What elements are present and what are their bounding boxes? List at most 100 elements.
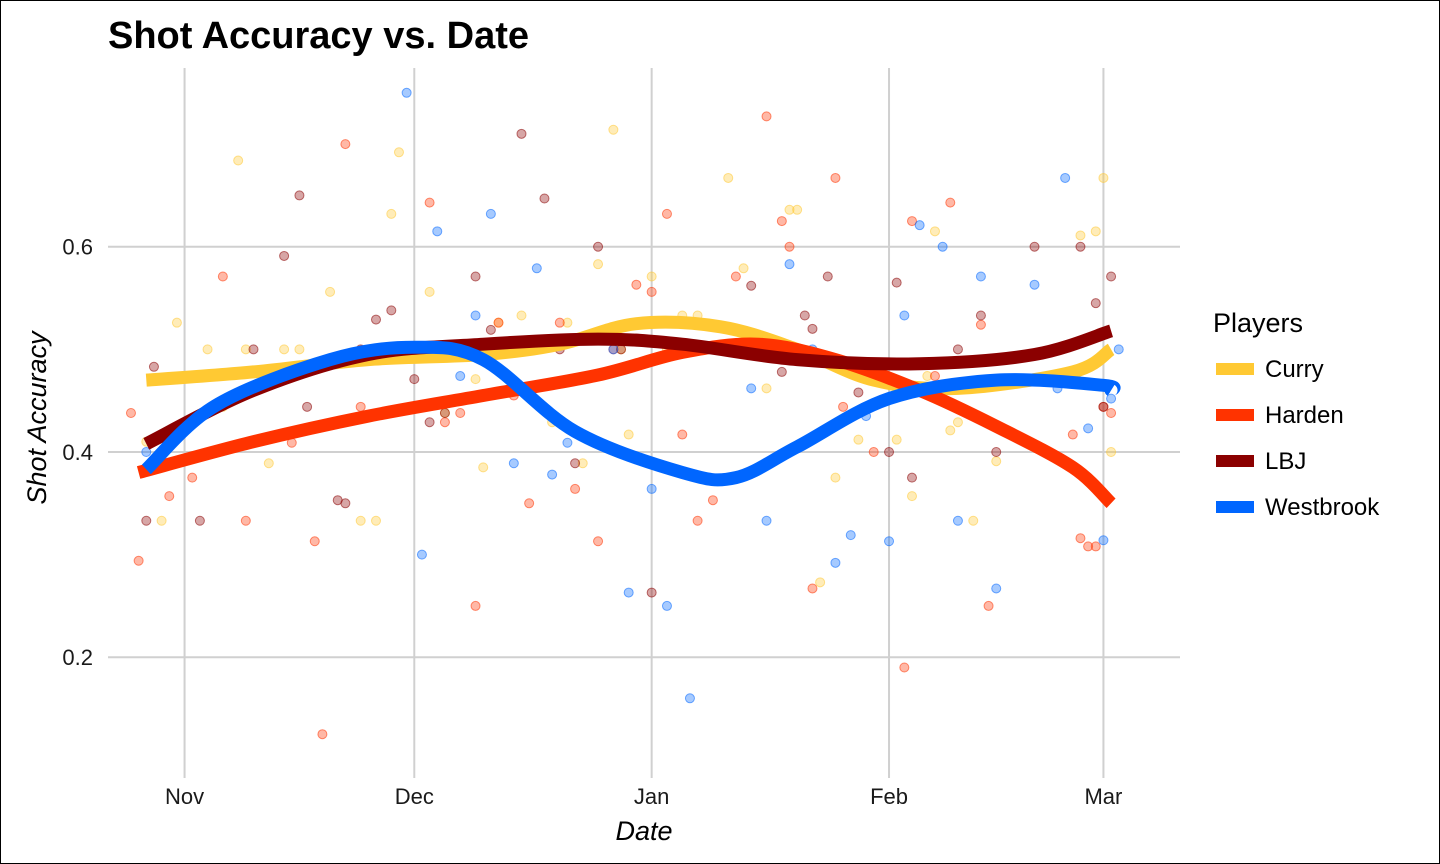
point-curry: [922, 371, 933, 382]
point-lbj: [776, 366, 787, 377]
point-curry: [386, 208, 397, 219]
point-westbrook: [746, 383, 757, 394]
point-harden: [524, 498, 535, 509]
y-tick-label: 0.6: [62, 235, 93, 260]
point-harden: [470, 600, 481, 611]
point-harden: [125, 407, 136, 418]
point-lbj: [516, 128, 527, 139]
point-lbj: [952, 344, 963, 355]
x-tick-label: Jan: [634, 784, 669, 809]
point-westbrook: [884, 536, 895, 547]
point-westbrook: [975, 271, 986, 282]
point-harden: [240, 515, 251, 526]
point-harden: [945, 197, 956, 208]
y-axis-ticks: 0.2 0.4 0.6: [62, 235, 93, 671]
point-curry: [294, 344, 305, 355]
point-lbj: [340, 498, 351, 509]
point-harden: [692, 515, 703, 526]
point-lbj: [539, 193, 550, 204]
point-harden: [554, 317, 565, 328]
point-curry: [393, 147, 404, 158]
point-curry: [516, 310, 527, 321]
point-westbrook: [455, 371, 466, 382]
point-westbrook: [661, 600, 672, 611]
point-harden: [807, 583, 818, 594]
point-lbj: [386, 305, 397, 316]
point-lbj: [1090, 298, 1101, 309]
point-westbrook: [1029, 279, 1040, 290]
point-curry: [830, 472, 841, 483]
point-curry: [263, 458, 274, 469]
point-lbj: [470, 271, 481, 282]
point-curry: [853, 434, 864, 445]
point-harden: [838, 401, 849, 412]
point-westbrook: [1083, 423, 1094, 434]
point-westbrook: [937, 241, 948, 252]
point-westbrook: [830, 557, 841, 568]
legend-label-lbj: LBJ: [1265, 448, 1306, 475]
legend-title: Players: [1213, 308, 1303, 338]
point-westbrook: [646, 483, 657, 494]
point-harden: [187, 472, 198, 483]
point-curry: [325, 286, 336, 297]
point-lbj: [148, 361, 159, 372]
point-curry: [738, 263, 749, 274]
point-harden: [439, 417, 450, 428]
point-harden: [784, 241, 795, 252]
point-curry: [240, 344, 251, 355]
point-curry: [1090, 226, 1101, 237]
point-lbj: [1075, 241, 1086, 252]
point-harden: [593, 536, 604, 547]
point-lbj: [884, 446, 895, 457]
point-harden: [309, 536, 320, 547]
point-lbj: [279, 250, 290, 261]
point-harden: [868, 446, 879, 457]
point-curry: [233, 155, 244, 166]
point-westbrook: [531, 263, 542, 274]
point-harden: [1106, 407, 1117, 418]
legend-items: Curry Harden LBJ Westbrook: [1216, 356, 1380, 521]
point-curry: [1075, 230, 1086, 241]
point-harden: [677, 429, 688, 440]
y-tick-label: 0.2: [62, 645, 93, 670]
point-lbj: [799, 310, 810, 321]
point-curry: [646, 271, 657, 282]
point-westbrook: [562, 437, 573, 448]
point-harden: [899, 662, 910, 673]
point-curry: [171, 317, 182, 328]
point-curry: [202, 344, 213, 355]
point-harden: [983, 600, 994, 611]
point-lbj: [409, 374, 420, 385]
point-westbrook: [1060, 172, 1071, 183]
point-curry: [279, 344, 290, 355]
point-lbj: [975, 310, 986, 321]
point-harden: [776, 216, 787, 227]
point-westbrook: [401, 87, 412, 98]
point-westbrook: [416, 549, 427, 560]
point-lbj: [194, 515, 205, 526]
point-curry: [815, 577, 826, 588]
trend-line-westbrook: [141, 340, 1121, 487]
point-lbj: [991, 446, 1002, 457]
point-harden: [907, 216, 917, 227]
point-westbrook: [899, 310, 910, 321]
point-harden: [340, 139, 351, 150]
point-harden: [929, 371, 940, 382]
point-lbj: [302, 401, 313, 412]
point-harden: [455, 407, 466, 418]
point-curry: [991, 456, 1002, 467]
point-westbrook: [684, 693, 695, 704]
point-curry: [371, 515, 381, 526]
point-lbj: [907, 472, 917, 483]
point-harden: [730, 271, 741, 282]
point-harden: [707, 495, 718, 506]
point-westbrook: [914, 220, 925, 231]
point-curry: [945, 425, 956, 436]
point-curry: [623, 429, 634, 440]
point-lbj: [248, 344, 259, 355]
x-axis-ticks: Nov Dec Jan Feb Mar: [165, 784, 1122, 809]
point-lbj: [1106, 271, 1117, 282]
point-harden: [355, 401, 366, 412]
